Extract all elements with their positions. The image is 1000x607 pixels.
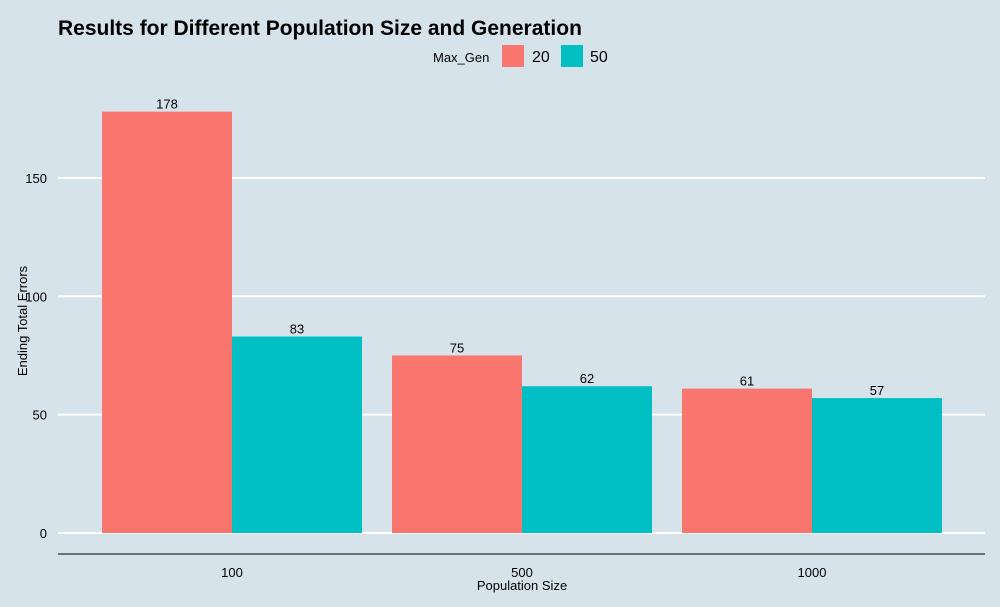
x-axis-label: Population Size [477, 578, 567, 593]
y-tick-labels: 0 50 100 150 [25, 171, 47, 541]
y-tick-label: 50 [33, 408, 47, 423]
y-tick-label: 0 [40, 526, 47, 541]
data-label-1000-20: 61 [740, 374, 754, 389]
bars [102, 111, 942, 533]
data-label-1000-50: 57 [870, 383, 884, 398]
data-label-500-20: 75 [450, 340, 464, 355]
legend-label-20: 20 [532, 49, 550, 66]
legend-swatch-50 [561, 45, 583, 67]
x-tick-label: 100 [221, 565, 243, 580]
bar-100-20 [102, 111, 232, 533]
bar-500-50 [522, 386, 652, 533]
bar-500-20 [392, 355, 522, 533]
y-tick-label: 150 [25, 171, 47, 186]
legend: Max_Gen 20 50 [433, 45, 608, 67]
chart-title: Results for Different Population Size an… [58, 17, 582, 40]
legend-title: Max_Gen [433, 50, 489, 65]
data-label-500-50: 62 [580, 371, 594, 386]
bar-1000-50 [812, 398, 942, 533]
x-tick-labels: 100 500 1000 [221, 565, 826, 580]
legend-label-50: 50 [590, 49, 608, 66]
x-tick-label: 500 [511, 565, 533, 580]
data-label-100-50: 83 [290, 322, 304, 337]
x-tick-label: 1000 [798, 565, 827, 580]
bar-100-50 [232, 336, 362, 533]
bar-1000-20 [682, 388, 812, 533]
y-tick-label: 100 [25, 289, 47, 304]
y-axis-label: Ending Total Errors [15, 265, 30, 376]
legend-swatch-20 [502, 45, 524, 67]
data-labels: 178 83 75 62 61 57 [156, 97, 884, 398]
data-label-100-20: 178 [156, 97, 178, 112]
